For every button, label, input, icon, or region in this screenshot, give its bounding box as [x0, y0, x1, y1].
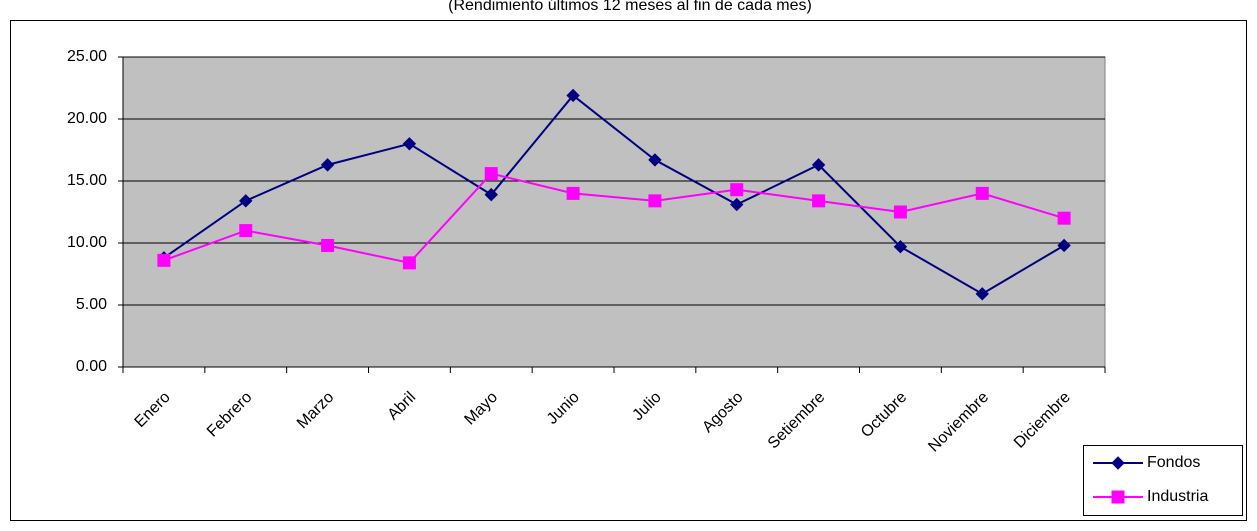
y-tick-label: 0.00 — [76, 358, 107, 375]
legend-box — [1083, 445, 1243, 516]
data-point — [239, 224, 253, 238]
data-point — [484, 167, 498, 181]
data-point — [893, 240, 908, 254]
data-point — [320, 158, 335, 172]
data-point — [402, 256, 416, 270]
data-point — [1057, 211, 1071, 225]
data-point — [157, 253, 171, 267]
series-line — [163, 94, 1065, 295]
chart-subtitle: (Rendimiento últimos 12 meses al fin de … — [448, 0, 812, 14]
legend-marker — [1111, 456, 1125, 470]
data-point — [484, 187, 498, 202]
plot-area — [122, 56, 1106, 368]
series-line — [163, 172, 1065, 264]
data-point — [321, 238, 335, 252]
y-tick-label: 10.00 — [67, 234, 107, 251]
data-point — [402, 137, 417, 151]
data-point — [648, 153, 662, 167]
legend-label: Fondos — [1147, 454, 1200, 471]
data-point — [730, 183, 744, 197]
y-tick-label: 5.00 — [76, 296, 107, 313]
data-point — [566, 186, 580, 200]
data-point — [812, 194, 826, 208]
y-tick-label: 15.00 — [67, 172, 107, 189]
data-point — [975, 186, 989, 200]
legend-marker — [1111, 490, 1125, 504]
data-point — [648, 194, 662, 208]
data-point — [893, 205, 907, 219]
data-point — [1057, 238, 1071, 253]
data-point — [811, 158, 826, 172]
data-point — [566, 88, 580, 103]
data-point — [975, 287, 989, 301]
y-tick-label: 25.00 — [67, 48, 107, 65]
legend-label: Industria — [1147, 488, 1208, 505]
data-point — [730, 197, 744, 212]
y-tick-label: 20.00 — [67, 110, 107, 127]
data-point — [239, 194, 253, 208]
